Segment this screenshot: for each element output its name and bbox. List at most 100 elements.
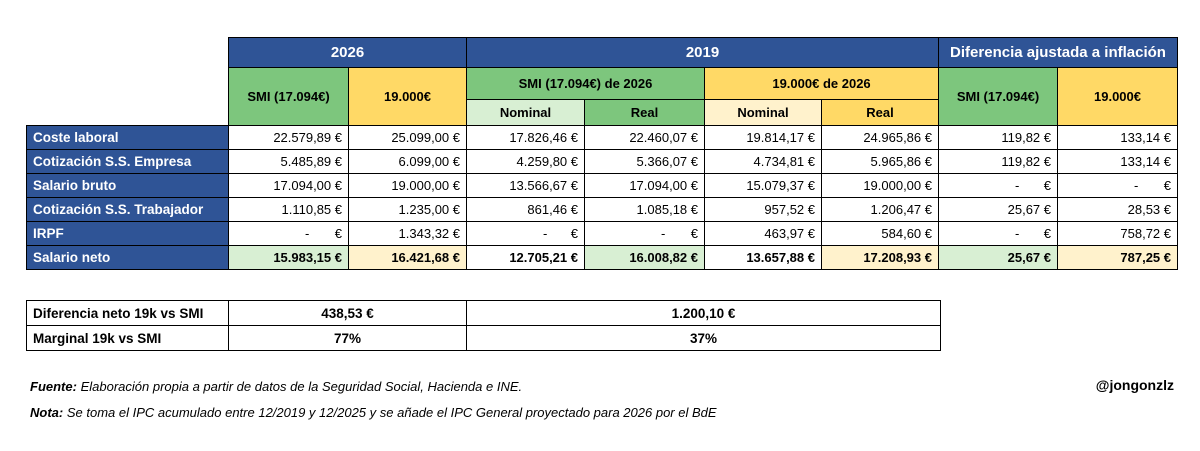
table-row: Diferencia neto 19k vs SMI 438,53 € 1.20… [26,300,941,326]
cell-19k-2026: 6.099,00 € [348,149,467,174]
cell-19k-2019-nominal: 15.079,37 € [704,173,822,198]
cell-19k-2019-nominal: 19.814,17 € [704,125,822,150]
cell-19k-2019-real: 1.206,47 € [821,197,939,222]
header-2019: 2019 [466,37,939,68]
cell-19k-2026: 1.343,32 € [348,221,467,246]
euro-mark: € [1163,178,1171,193]
cell-smi-2019-nominal: 4.259,80 € [466,149,585,174]
dash-mark: - [1134,178,1139,193]
cell-smi-diff: 119,82 € [938,149,1058,174]
cell-smi-2019-real: - € [584,221,705,246]
table-row: Cotización S.S. Trabajador 1.110,85 €1.23… [26,197,1178,222]
cell-19k-diff: 133,14 € [1057,149,1178,174]
cell-19k-2019-real: 5.965,86 € [821,149,939,174]
euro-mark: € [1043,178,1051,193]
cell-smi-2019-nominal: 861,46 € [466,197,585,222]
table-row: Cotización S.S. Empresa 5.485,89 €6.099,0… [26,149,1178,174]
cell-19k-2026: 25.099,00 € [348,125,467,150]
cell-19k-2019-real: 17.208,93 € [821,245,939,270]
note: Nota: Se toma el IPC acumulado entre 12/… [30,405,717,420]
summary-value-2026: 438,53 € [228,300,467,326]
dash-mark: - [1015,178,1020,193]
cell-19k-2019-nominal: 957,52 € [704,197,822,222]
cell-19k-2026: 19.000,00 € [348,173,467,198]
table-body: Coste laboral 22.579,89 €25.099,00 €17.82… [26,125,1178,270]
cell-19k-2019-real: 19.000,00 € [821,173,939,198]
cell-19k-diff: 133,14 € [1057,125,1178,150]
cell-smi-2026: 5.485,89 € [228,149,349,174]
header-smi-real: Real [584,99,705,126]
cell-smi-diff: - € [938,173,1058,198]
cell-19k-2019-nominal: 463,97 € [704,221,822,246]
row-label: Coste laboral [26,125,229,150]
cell-smi-diff: - € [938,221,1058,246]
cell-smi-2019-nominal: - € [466,221,585,246]
table-row: IRPF - €1.343,32 € - € - €463,97 €584,60 € - €75… [26,221,1178,246]
corner-blank [27,38,229,68]
cell-smi-2026: 1.110,85 € [228,197,349,222]
cell-smi-2019-real: 22.460,07 € [584,125,705,150]
summary-label: Marginal 19k vs SMI [26,325,229,351]
cell-19k-2019-nominal: 4.734,81 € [704,149,822,174]
euro-mark: € [690,226,698,241]
cell-smi-diff: 25,67 € [938,197,1058,222]
header-smi-2026: SMI (17.094€) [228,67,349,126]
cell-smi-2019-real: 17.094,00 € [584,173,705,198]
row-label: Salario neto [26,245,229,270]
dash-mark: - [1015,226,1020,241]
header-smi-nominal: Nominal [466,99,585,126]
header-2026: 2026 [228,37,467,68]
euro-mark: € [570,226,578,241]
row-label: Cotización S.S. Empresa [26,149,229,174]
header-smi-2019: SMI (17.094€) de 2026 [466,67,705,100]
cell-19k-2026: 1.235,00 € [348,197,467,222]
cell-smi-2026: 22.579,89 € [228,125,349,150]
cell-19k-diff: 758,72 € [1057,221,1178,246]
cell-smi-2019-real: 5.366,07 € [584,149,705,174]
note-label: Nota: [30,405,64,420]
cell-smi-diff: 119,82 € [938,125,1058,150]
source-label: Fuente: [30,379,77,394]
cell-19k-diff: - € [1057,173,1178,198]
header-diff: Diferencia ajustada a inflación [938,37,1178,68]
cell-smi-2019-nominal: 12.705,21 € [466,245,585,270]
summary-value-2019: 1.200,10 € [466,300,941,326]
row-label: IRPF [26,221,229,246]
table-row: Marginal 19k vs SMI 77% 37% [26,325,941,351]
euro-mark: € [334,226,342,241]
summary-value-2026: 77% [228,325,467,351]
cell-smi-2026: 15.983,15 € [228,245,349,270]
cell-smi-2026: 17.094,00 € [228,173,349,198]
dash-mark: - [305,226,310,241]
table-row: Salario bruto 17.094,00 €19.000,00 €13.56… [26,173,1178,198]
row-label: Cotización S.S. Trabajador [26,197,229,222]
cell-19k-2019-real: 584,60 € [821,221,939,246]
cell-smi-2026: - € [228,221,349,246]
header-19k-nominal: Nominal [704,99,822,126]
header-19k-real: Real [821,99,939,126]
author-handle: @jongonzlz [1095,377,1174,393]
cell-smi-2019-nominal: 17.826,46 € [466,125,585,150]
source-text: Elaboración propia a partir de datos de … [80,379,523,394]
table-row: Salario neto 15.983,15 €16.421,68 €12.705… [26,245,1178,270]
dash-mark: - [661,226,666,241]
cell-smi-diff: 25,67 € [938,245,1058,270]
euro-mark: € [1043,226,1051,241]
cell-smi-2019-nominal: 13.566,67 € [466,173,585,198]
header-19k-diff: 19.000€ [1057,67,1178,126]
header-19k-2019: 19.000€ de 2026 [704,67,939,100]
header-19k-2026: 19.000€ [348,67,467,126]
salary-comparison-table: 2026 2019 Diferencia ajustada a inflació… [26,37,1178,270]
corner-blank [27,68,229,100]
cell-smi-2019-real: 1.085,18 € [584,197,705,222]
cell-19k-2019-nominal: 13.657,88 € [704,245,822,270]
cell-19k-2019-real: 24.965,86 € [821,125,939,150]
row-label: Salario bruto [26,173,229,198]
cell-19k-2026: 16.421,68 € [348,245,467,270]
summary-label: Diferencia neto 19k vs SMI [26,300,229,326]
corner-blank [27,100,229,126]
cell-19k-diff: 787,25 € [1057,245,1178,270]
header-smi-diff: SMI (17.094€) [938,67,1058,126]
dash-mark: - [543,226,548,241]
cell-19k-diff: 28,53 € [1057,197,1178,222]
